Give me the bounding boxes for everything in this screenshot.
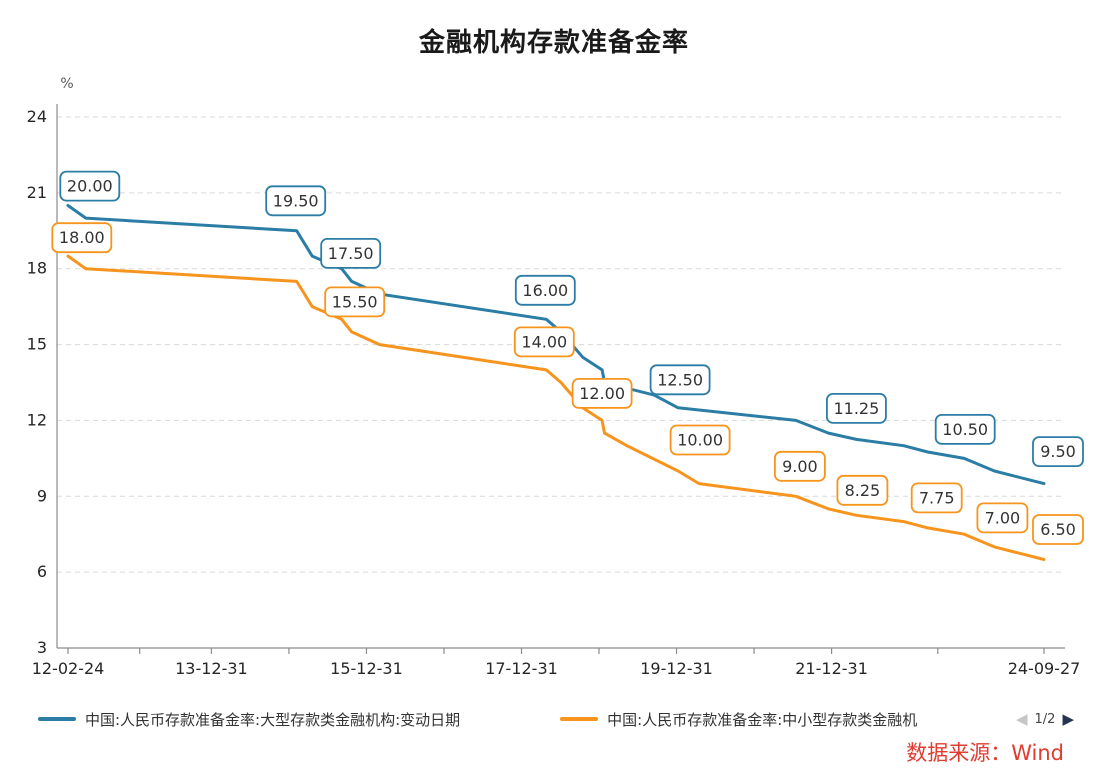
data-label-text: 20.00 xyxy=(67,177,113,196)
pagination-indicator: 1/2 xyxy=(1034,711,1056,727)
data-label-box xyxy=(1032,436,1084,468)
legend-item-large-institutions: 中国:人民币存款准备金率:大型存款类金融机构:变动日期 xyxy=(38,709,460,730)
data-label-text: 7.00 xyxy=(985,508,1021,527)
legend-label-small-medium-institutions: 中国:人民币存款准备金率:中小型存款类金融机 xyxy=(607,710,918,729)
data-label-text: 14.00 xyxy=(521,332,567,351)
data-label-text: 8.25 xyxy=(845,481,881,500)
chart-title: 金融机构存款准备金率 xyxy=(418,28,689,58)
y-tick-label: 18 xyxy=(27,259,47,278)
data-label-box xyxy=(265,185,327,217)
y-tick-label: 3 xyxy=(37,638,47,657)
legend-label-large-institutions: 中国:人民币存款准备金率:大型存款类金融机构:变动日期 xyxy=(85,710,461,729)
pagination-next-icon[interactable]: ▶ xyxy=(1062,709,1074,728)
legend-pagination: ◀ 1/2 ▶ xyxy=(1015,709,1074,728)
legend-swatch-small-medium-institutions-icon xyxy=(560,717,599,721)
data-label-text: 10.50 xyxy=(942,420,988,439)
data-label-box xyxy=(669,424,731,456)
y-axis-unit: % xyxy=(60,76,73,92)
x-tick-label: 24-09-27 xyxy=(1008,659,1081,678)
data-label-text: 9.00 xyxy=(782,457,818,476)
y-tick-label: 15 xyxy=(27,335,47,354)
x-tick-label: 19-12-31 xyxy=(640,659,713,678)
data-label-text: 18.00 xyxy=(59,228,105,247)
data-label-text: 17.50 xyxy=(328,244,374,263)
data-label-box xyxy=(1032,514,1084,545)
data-source-note: 数据来源：Wind xyxy=(906,741,1064,765)
data-label-box xyxy=(320,237,382,269)
y-tick-label: 21 xyxy=(27,183,47,202)
data-label-text: 19.50 xyxy=(273,191,319,210)
data-label-box xyxy=(774,450,826,482)
x-tick-label: 21-12-31 xyxy=(795,659,868,678)
data-label-text: 12.50 xyxy=(657,370,703,389)
data-label-text: 9.50 xyxy=(1040,442,1076,461)
data-label-text: 16.00 xyxy=(522,281,568,300)
rrr-line-chart: 3 6 9 12 15 18 21 24% 12-02-24 13-12-31 15-12-31 17… xyxy=(27,76,1084,678)
data-label-text: 6.50 xyxy=(1040,520,1076,539)
data-label-box xyxy=(514,274,576,306)
data-label-box xyxy=(976,502,1029,534)
data-label-box xyxy=(649,364,711,396)
data-label-box xyxy=(324,286,386,318)
data-label-text: 15.50 xyxy=(332,292,378,311)
y-tick-label: 6 xyxy=(37,562,47,581)
x-tick-label: 13-12-31 xyxy=(175,659,248,678)
legend: 中国:人民币存款准备金率:大型存款类金融机构:变动日期 中国:人民币存款准备金率… xyxy=(38,704,1074,734)
data-label-box xyxy=(59,170,121,202)
x-tick-label: 15-12-31 xyxy=(330,659,403,678)
y-tick-label: 9 xyxy=(37,486,47,505)
data-label-text: 7.75 xyxy=(919,488,955,507)
x-tick-label: 17-12-31 xyxy=(485,659,558,678)
y-tick-label: 24 xyxy=(27,107,47,126)
data-label-box xyxy=(571,377,633,409)
legend-swatch-large-institutions-icon xyxy=(38,717,76,721)
data-label-box xyxy=(836,474,889,506)
data-label-text: 11.25 xyxy=(833,399,879,418)
y-tick-label: 12 xyxy=(27,410,47,429)
x-tick-label: 12-02-24 xyxy=(32,659,105,678)
legend-item-small-medium-institutions: 中国:人民币存款准备金率:中小型存款类金融机 xyxy=(560,709,917,730)
data-label-text: 12.00 xyxy=(579,384,625,403)
data-label-text: 10.00 xyxy=(677,431,723,450)
data-label-box xyxy=(934,413,996,445)
data-label-box xyxy=(51,222,113,254)
data-label-box xyxy=(910,482,963,514)
data-label-box xyxy=(826,392,887,424)
pagination-prev-icon[interactable]: ◀ xyxy=(1015,709,1028,728)
data-label-box xyxy=(513,326,575,358)
